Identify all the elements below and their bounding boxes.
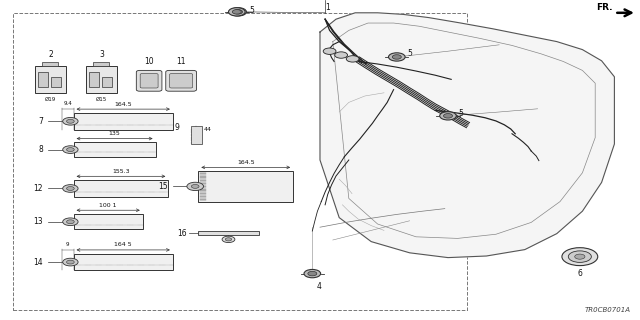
Text: 3: 3 (99, 50, 104, 59)
Text: 16: 16 (177, 229, 187, 238)
Text: 12: 12 (33, 184, 43, 193)
Circle shape (63, 258, 78, 266)
Bar (13, 13, 467, 310)
Bar (51, 77, 61, 87)
Circle shape (191, 184, 199, 188)
Circle shape (63, 185, 78, 192)
Text: 4: 4 (316, 282, 321, 291)
Text: 100 1: 100 1 (99, 203, 117, 208)
Bar (102, 77, 112, 87)
Circle shape (67, 187, 74, 190)
Circle shape (67, 260, 74, 264)
Text: 15: 15 (158, 182, 168, 191)
Bar (198, 231, 259, 235)
Circle shape (230, 8, 246, 16)
Text: TR0CB0701A: TR0CB0701A (584, 307, 630, 313)
Text: 44: 44 (204, 127, 212, 132)
Bar (74, 214, 143, 229)
Circle shape (232, 10, 241, 14)
Circle shape (63, 146, 78, 154)
Bar (198, 171, 293, 202)
Circle shape (388, 53, 405, 61)
Circle shape (575, 254, 585, 259)
Text: 13: 13 (33, 217, 43, 226)
Text: 135: 135 (109, 131, 120, 136)
Text: 7: 7 (38, 117, 43, 126)
Circle shape (234, 10, 243, 14)
Circle shape (228, 8, 245, 16)
Text: 6: 6 (577, 269, 582, 278)
Circle shape (63, 117, 78, 125)
Text: Ø15: Ø15 (96, 97, 108, 102)
Text: 11: 11 (177, 57, 186, 66)
Circle shape (225, 238, 232, 241)
Text: 1: 1 (325, 3, 330, 12)
Bar (89, 72, 99, 87)
Text: 5: 5 (458, 109, 463, 118)
Circle shape (308, 271, 317, 276)
Circle shape (562, 248, 598, 266)
FancyBboxPatch shape (136, 70, 162, 91)
Bar (74, 113, 173, 130)
Text: 5: 5 (250, 6, 255, 15)
Text: 2: 2 (48, 50, 53, 59)
Text: 14: 14 (33, 258, 43, 267)
Text: Ø19: Ø19 (45, 97, 56, 102)
FancyBboxPatch shape (170, 74, 193, 88)
Text: 10: 10 (144, 57, 154, 66)
Bar (42, 62, 58, 66)
FancyBboxPatch shape (166, 70, 196, 91)
Bar (74, 142, 156, 157)
Circle shape (304, 269, 321, 278)
Circle shape (568, 251, 591, 262)
Text: 155.3: 155.3 (112, 169, 130, 174)
Bar (191, 126, 202, 144)
Circle shape (187, 182, 204, 190)
Text: 5: 5 (408, 49, 413, 58)
Bar (93, 62, 109, 66)
Text: FR.: FR. (596, 3, 612, 12)
Circle shape (67, 220, 74, 224)
Bar (74, 254, 173, 270)
Polygon shape (320, 13, 614, 258)
Circle shape (323, 48, 336, 54)
Text: 164.5: 164.5 (237, 160, 255, 165)
Bar (86, 66, 117, 93)
Bar (38, 72, 48, 87)
Circle shape (440, 112, 456, 120)
Text: 8: 8 (38, 145, 43, 154)
Circle shape (392, 55, 401, 59)
Bar (74, 180, 168, 197)
Circle shape (335, 52, 348, 58)
Text: 9: 9 (66, 242, 70, 247)
Circle shape (67, 148, 74, 152)
Bar (35, 66, 66, 93)
Circle shape (444, 114, 452, 118)
Text: 164.5: 164.5 (115, 101, 132, 107)
Text: 9: 9 (175, 123, 180, 132)
Circle shape (346, 56, 359, 62)
FancyBboxPatch shape (140, 74, 158, 88)
Circle shape (222, 236, 235, 243)
Text: 9.4: 9.4 (63, 101, 72, 106)
Circle shape (63, 218, 78, 226)
Text: 164 5: 164 5 (115, 242, 132, 247)
Circle shape (67, 119, 74, 123)
